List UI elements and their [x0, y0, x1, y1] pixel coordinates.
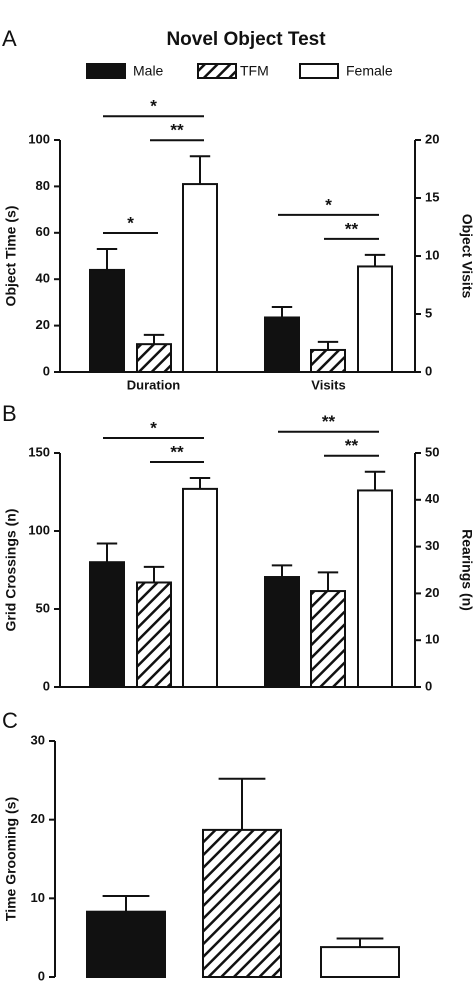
y-tick-label: 20 [36, 317, 50, 332]
bar [136, 343, 172, 374]
bar [264, 316, 300, 374]
bar [357, 489, 393, 688]
y2-tick-label: 15 [425, 189, 439, 204]
panel-letter: A [2, 26, 17, 51]
bar [136, 581, 172, 688]
panel-letter: C [2, 708, 18, 733]
significance-label: ** [170, 121, 184, 140]
panel-letter: B [2, 401, 17, 426]
y2-axis-title: Object Visits [459, 214, 474, 299]
significance-label: * [150, 418, 157, 437]
y2-axis-title: Rearings (n) [459, 529, 474, 611]
bar [89, 268, 125, 374]
y-axis-title: Time Grooming (s) [3, 797, 19, 921]
bar [202, 828, 282, 978]
y2-tick-label: 10 [425, 247, 439, 262]
significance-label: ** [170, 442, 184, 461]
y-tick-label: 10 [31, 890, 45, 905]
significance-label: ** [322, 412, 336, 431]
y-tick-label: 50 [36, 600, 50, 615]
y-tick-label: 40 [36, 271, 50, 286]
bar [182, 487, 218, 688]
y-tick-label: 100 [28, 131, 50, 146]
y-tick-label: 80 [36, 178, 50, 193]
y2-tick-label: 40 [425, 491, 439, 506]
y2-tick-label: 0 [425, 678, 432, 693]
significance-label: * [325, 195, 332, 214]
legend-swatch [197, 63, 237, 79]
bar [264, 576, 300, 689]
bar [320, 946, 400, 979]
bar [86, 910, 166, 978]
bar [310, 348, 346, 373]
y-tick-label: 30 [31, 732, 45, 747]
x-tick-label: Visits [311, 377, 345, 392]
y2-tick-label: 5 [425, 305, 432, 320]
y-tick-label: 100 [28, 522, 50, 537]
y2-tick-label: 50 [425, 444, 439, 459]
legend-label: TFM [240, 63, 269, 79]
significance-label: * [127, 214, 134, 233]
y2-tick-label: 20 [425, 585, 439, 600]
y-tick-label: 60 [36, 224, 50, 239]
chart-title: Novel Object Test [166, 29, 326, 50]
y-tick-label: 150 [28, 444, 50, 459]
significance-label: ** [345, 436, 359, 455]
y-axis-title: Grid Crossings (n) [3, 509, 19, 632]
y-tick-label: 0 [38, 968, 45, 981]
legend-swatch [299, 63, 339, 79]
legend-label: Female [346, 63, 393, 79]
y-tick-label: 0 [43, 363, 50, 378]
y-tick-label: 20 [31, 811, 45, 826]
bar [182, 183, 218, 373]
y2-tick-label: 20 [425, 131, 439, 146]
y2-tick-label: 10 [425, 632, 439, 647]
bar [310, 590, 346, 688]
legend-swatch [86, 63, 126, 79]
y-axis-title: Object Time (s) [3, 206, 19, 307]
legend-label: Male [133, 63, 164, 79]
x-tick-label: Duration [127, 377, 181, 392]
significance-label: ** [345, 219, 359, 238]
y2-tick-label: 0 [425, 363, 432, 378]
y2-tick-label: 30 [425, 538, 439, 553]
y-tick-label: 0 [43, 678, 50, 693]
bar [357, 265, 393, 373]
bar [89, 561, 125, 689]
significance-label: * [150, 97, 157, 116]
